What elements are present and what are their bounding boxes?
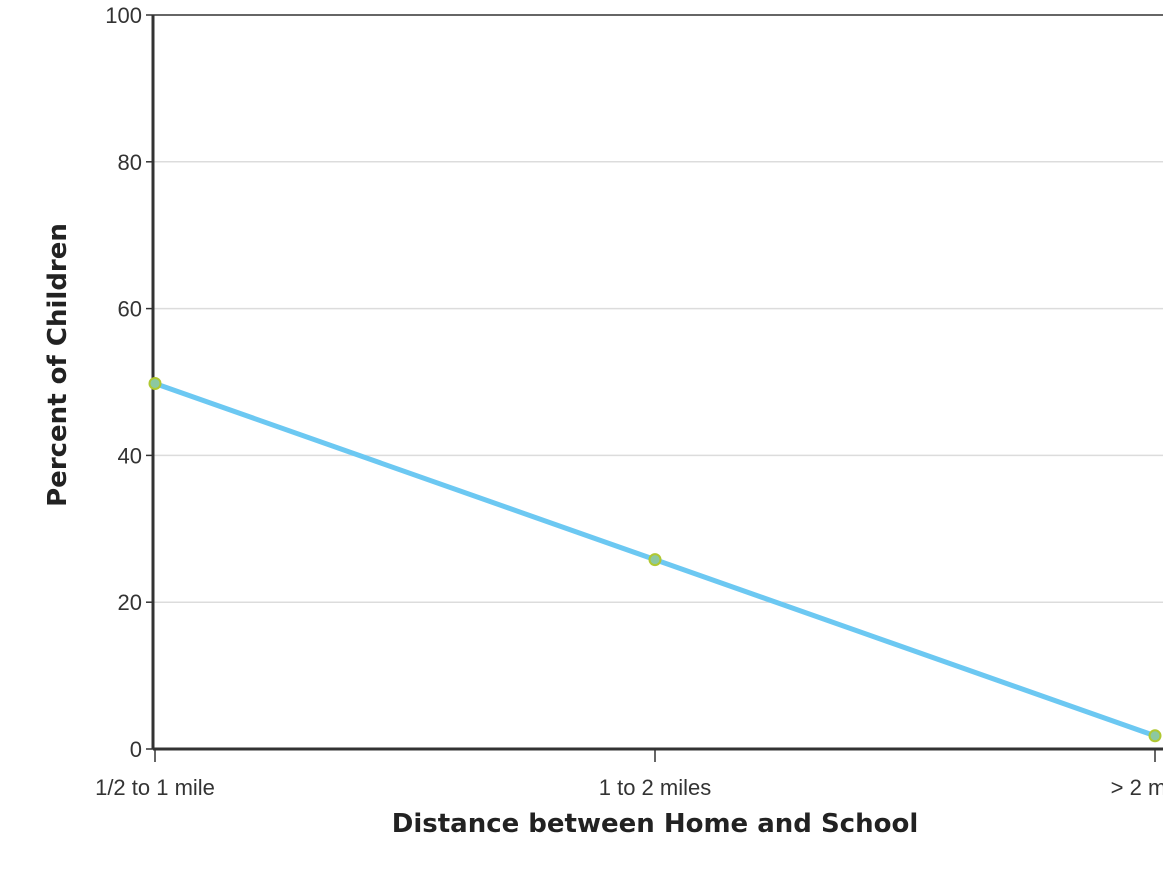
y-tick-label: 20 [118, 590, 142, 615]
y-tick-label: 60 [118, 297, 142, 322]
x-tick-label: > 2 miles [1111, 775, 1163, 800]
x-axis-title: Distance between Home and School [392, 809, 918, 839]
y-tick-label: 100 [105, 3, 142, 28]
axis-labels: Distance between Home and School Percent… [43, 223, 918, 839]
data-point [148, 376, 162, 390]
gridlines [153, 161, 1163, 603]
x-tick-label: 1/2 to 1 mile [95, 775, 215, 800]
ticks: 0 20 40 60 80 100 1/2 to 1 mile 1 to 2 miles > 2… [95, 3, 1163, 800]
series [148, 376, 1162, 743]
y-tick-label: 0 [130, 737, 142, 762]
axes [151, 14, 1163, 751]
x-tick-label: 1 to 2 miles [599, 775, 712, 800]
data-point [648, 553, 662, 567]
y-tick-label: 80 [118, 150, 142, 175]
y-tick-label: 40 [118, 443, 142, 468]
y-axis-title: Percent of Children [43, 223, 73, 507]
data-point [1148, 729, 1162, 743]
